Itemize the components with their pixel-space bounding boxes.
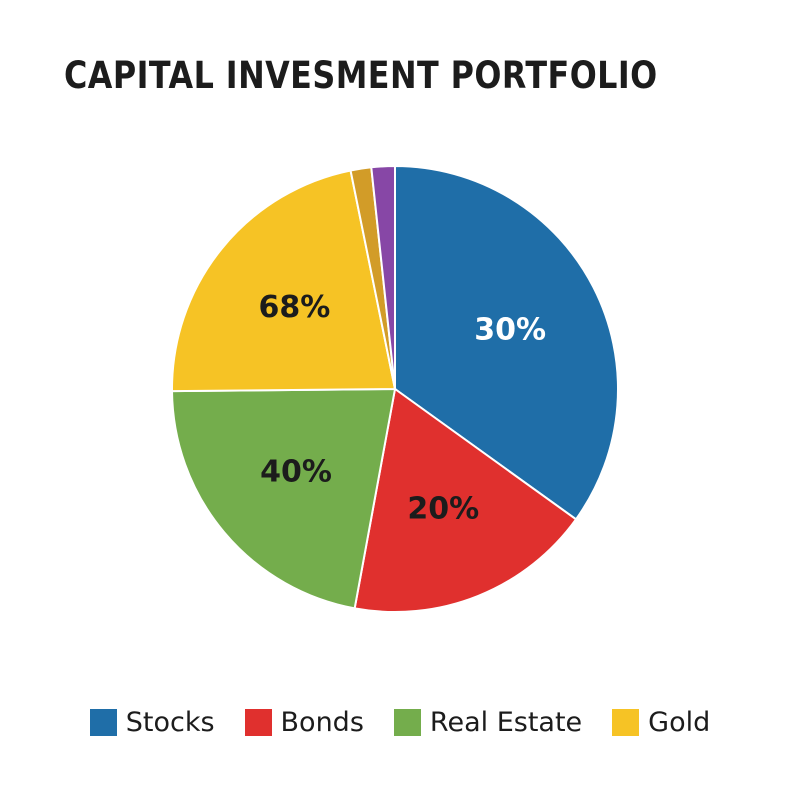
legend-swatch-real-estate [393, 708, 421, 736]
pie-slice-real-estate [170, 387, 397, 610]
legend-item-stocks: Stocks [89, 706, 215, 738]
legend: Stocks Bonds Real Estate Gold [0, 702, 800, 742]
slice-label-gold: 68% [259, 290, 331, 325]
pie-slice-gold [171, 169, 397, 393]
slice-label-real-estate: 40% [260, 455, 332, 490]
legend-label-bonds: Bonds [280, 706, 364, 738]
legend-swatch-bonds [244, 708, 272, 736]
legend-label-stocks: Stocks [125, 706, 215, 738]
legend-item-bonds: Bonds [244, 706, 364, 738]
pie-slice-unlabeled-5 [370, 164, 396, 390]
legend-swatch-stocks [89, 708, 117, 736]
legend-label-real-estate: Real Estate [429, 706, 583, 738]
legend-item-gold: Gold [612, 707, 710, 738]
legend-item-real-estate: Real Estate [393, 706, 583, 738]
pie-slice-bonds [353, 387, 578, 613]
legend-swatch-gold [612, 708, 640, 736]
chart-title: CAPITAL INVESMENT PORTFOLIO [64, 54, 658, 97]
pie-slice-stocks [394, 164, 619, 521]
slice-label-stocks: 30% [474, 313, 546, 348]
legend-label-gold: Gold [648, 706, 711, 738]
slice-label-bonds: 20% [407, 491, 479, 526]
